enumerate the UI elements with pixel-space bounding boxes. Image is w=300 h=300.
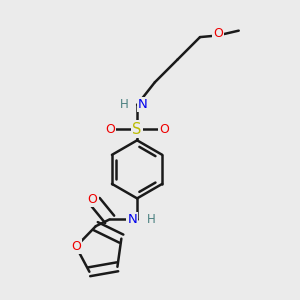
Text: O: O <box>213 27 223 40</box>
Text: N: N <box>138 98 148 111</box>
Text: O: O <box>88 193 98 206</box>
Text: O: O <box>71 240 81 253</box>
Text: O: O <box>159 122 169 136</box>
Text: H: H <box>120 98 129 111</box>
Text: O: O <box>105 122 115 136</box>
Text: S: S <box>132 122 142 136</box>
Text: N: N <box>128 213 137 226</box>
Text: H: H <box>147 213 156 226</box>
